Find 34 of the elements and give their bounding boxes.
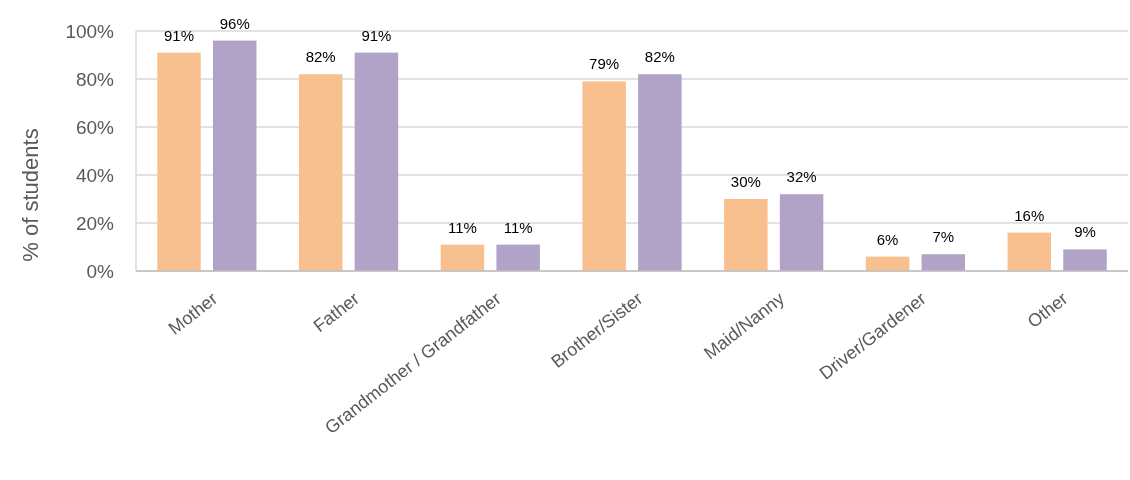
bar	[638, 74, 682, 271]
data-label: 11%	[447, 218, 477, 236]
bar	[724, 199, 768, 271]
y-tick-label: 100%	[65, 20, 115, 42]
data-label: 30%	[730, 173, 761, 190]
data-label: 11%	[503, 218, 533, 236]
y-tick-label: 40%	[75, 164, 115, 186]
data-label: 82%	[305, 48, 336, 66]
data-label: 91%	[361, 26, 392, 44]
bar	[212, 40, 257, 271]
data-label: 16%	[1014, 206, 1045, 224]
bar	[298, 74, 343, 271]
bar	[1007, 232, 1052, 271]
y-tick-label: 60%	[75, 116, 115, 138]
data-label: 32%	[786, 168, 817, 186]
bar	[779, 194, 824, 271]
bar	[1063, 249, 1107, 271]
data-label: 91%	[163, 26, 195, 44]
data-label: 7%	[932, 228, 955, 246]
bar	[354, 52, 399, 271]
y-tick-label: 80%	[75, 68, 115, 90]
bar	[921, 254, 966, 271]
bar	[157, 52, 201, 271]
data-label: 9%	[1074, 223, 1096, 241]
bar	[440, 244, 485, 271]
y-tick-label: 0%	[86, 260, 115, 282]
y-axis-title: % of students	[18, 128, 43, 262]
y-tick-label: 20%	[75, 212, 115, 234]
data-label: 79%	[589, 55, 620, 73]
bar	[582, 81, 626, 271]
data-label: 6%	[876, 230, 899, 248]
data-label: 82%	[644, 48, 675, 66]
data-label: 96%	[219, 14, 250, 32]
bar	[496, 244, 540, 271]
